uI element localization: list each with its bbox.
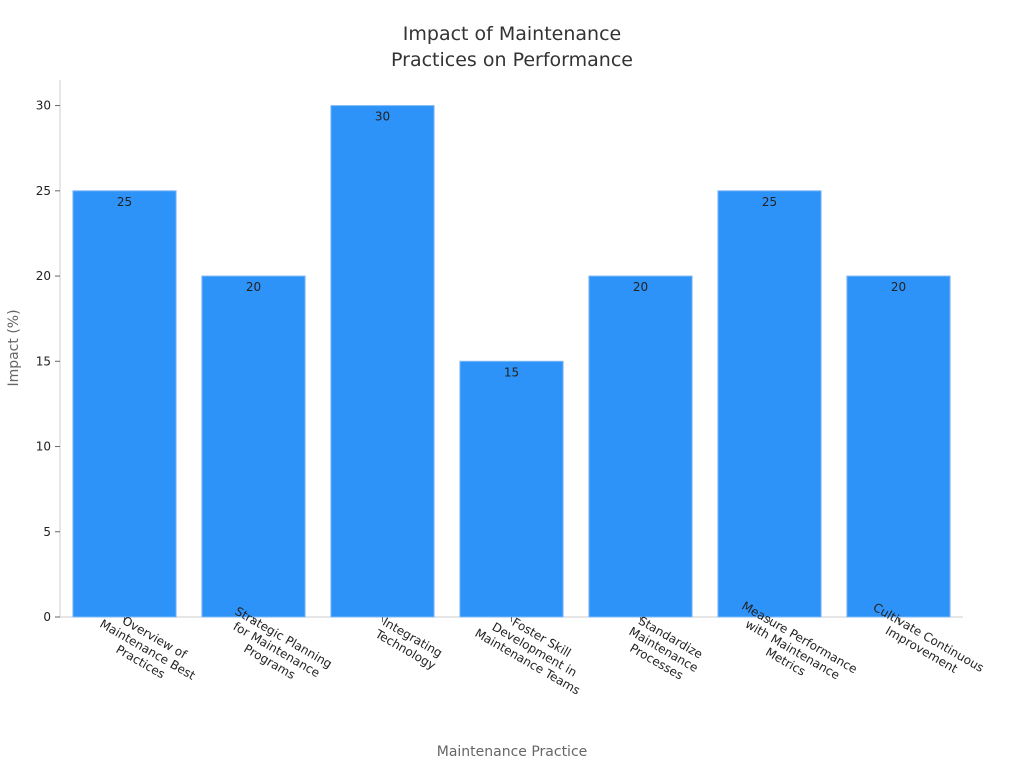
chart-title: Impact of Maintenance — [403, 23, 621, 45]
y-tick-label: 10 — [36, 440, 51, 454]
y-tick-label: 25 — [36, 184, 51, 198]
bar — [588, 275, 693, 618]
bar — [201, 275, 306, 618]
bar — [717, 190, 822, 618]
bar — [846, 275, 951, 618]
value-label: 20 — [891, 280, 906, 294]
bar — [72, 190, 177, 618]
value-label: 30 — [375, 110, 390, 124]
y-axis-label: Impact (%) — [6, 309, 22, 386]
value-label: 25 — [117, 195, 132, 209]
value-label: 15 — [504, 365, 519, 379]
bar — [459, 360, 564, 618]
chart-title: Practices on Performance — [391, 49, 633, 71]
value-label: 25 — [762, 195, 777, 209]
x-axis-label: Maintenance Practice — [437, 744, 588, 760]
y-tick-label: 15 — [36, 354, 51, 368]
value-label: 20 — [246, 280, 261, 294]
y-tick-label: 5 — [43, 525, 51, 539]
y-tick-label: 20 — [36, 269, 51, 283]
value-label: 20 — [633, 280, 648, 294]
y-tick-label: 30 — [36, 99, 51, 113]
bar — [330, 105, 435, 618]
y-tick-label: 0 — [43, 610, 51, 624]
